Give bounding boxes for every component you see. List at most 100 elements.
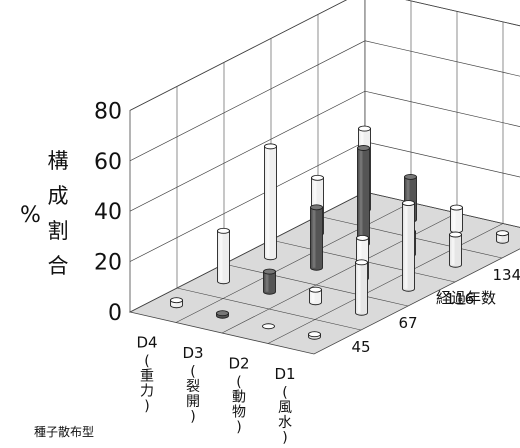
bar-top [496, 230, 509, 237]
bar-highlight [312, 207, 316, 268]
bar-highlight [219, 230, 223, 282]
bar-highlight [311, 289, 315, 303]
x-tick-note-char: ) [236, 419, 241, 435]
bar-highlight [451, 234, 455, 265]
bar-D1-45 [308, 331, 321, 340]
bar-D1-67 [355, 259, 368, 316]
category-labels: D4(重力)D3(裂開)D2(動物)D1(風水)4567116134対照 [136, 266, 520, 446]
depth-tick-label: 116 [446, 290, 475, 308]
y-axis-unit: % [20, 203, 41, 228]
bar-highlight [266, 146, 270, 258]
bar-top [357, 145, 370, 151]
x-tick-note-char: ( [190, 364, 195, 380]
x-tick-note-char: 開 [186, 394, 200, 410]
bar-highlight [406, 176, 410, 220]
floor-gridline [176, 287, 362, 331]
y-tick-label: 60 [94, 150, 122, 175]
bar-D3-67 [263, 268, 276, 295]
bar-top [309, 286, 322, 293]
bar-top [356, 234, 369, 241]
floor-gridline [267, 223, 504, 344]
floor-gridline [223, 263, 409, 307]
bar-body [450, 207, 463, 234]
bar-D2-45 [262, 323, 275, 330]
y-tick-label: 20 [94, 251, 122, 276]
x-tick-label: D3 [182, 344, 203, 362]
bar-D4-45 [170, 297, 183, 309]
bar-top [358, 125, 371, 132]
bar-D1-134 [449, 231, 462, 268]
bar-top [450, 204, 463, 211]
floor-gridline [221, 212, 458, 334]
y-tick-label: 80 [94, 99, 122, 124]
depth-tick-label: 45 [352, 338, 371, 356]
bar-body [264, 145, 277, 261]
bar-top [308, 331, 321, 338]
bar-body [310, 206, 323, 271]
bar-top [402, 200, 415, 207]
bar-D3-116 [310, 204, 323, 271]
x-tick-note-char: 物 [232, 404, 246, 420]
bar-D4-67 [217, 227, 230, 285]
bar-highlight [359, 147, 363, 244]
y-tick-label: 0 [108, 301, 122, 326]
depth-tick-label: 67 [399, 314, 418, 332]
x-tick-note-char: ) [190, 409, 195, 425]
depth-axis-title: 経過年数 [436, 289, 496, 307]
gridline [129, 40, 520, 162]
x-tick-note-char: 動 [232, 389, 246, 405]
bar-top [217, 227, 230, 234]
bar-top [404, 173, 417, 180]
bar-top [262, 323, 275, 330]
bar-D2-67 [309, 286, 322, 306]
bar-body [217, 230, 230, 285]
x-tick-note-char: 水 [278, 415, 292, 431]
x-tick-note-char: 重 [140, 368, 154, 384]
bar-D3-134 [357, 145, 370, 247]
x-tick-note-char: ) [144, 398, 149, 414]
x-tick-note-char: ) [282, 430, 287, 446]
bar-body [357, 147, 370, 247]
floor-gridline [175, 202, 412, 323]
x-tick-note-char: ( [144, 353, 149, 369]
depth-tick-label: 134 [493, 266, 520, 284]
bar-D4-116 [264, 143, 277, 261]
bar-body [402, 202, 415, 292]
bar-highlight [357, 262, 361, 313]
bar-top [263, 268, 276, 275]
x-tick-note-char: ( [282, 385, 287, 401]
x-tick-note-char: 力 [140, 383, 154, 399]
bar-top [310, 204, 323, 211]
bar-top [311, 174, 324, 181]
x-tick-label: D2 [228, 354, 249, 372]
bar-top [170, 297, 183, 304]
gridline [129, 0, 520, 111]
bar-top [355, 259, 368, 266]
y-axis-title-char: 成 [48, 184, 69, 208]
x-axis-title: 種子散布型 [34, 424, 94, 439]
bar-top [449, 231, 462, 238]
x-tick-label: D1 [274, 365, 295, 383]
y-axis-title-char: 合 [48, 254, 69, 278]
bar-highlight [404, 203, 408, 289]
bar-highlight [265, 271, 269, 292]
x-tick-note-char: 風 [278, 400, 292, 416]
bar-top [216, 310, 229, 317]
x-tick-label: D4 [136, 333, 157, 351]
gridline [129, 90, 520, 212]
bar-highlight [452, 207, 456, 231]
bar-body [449, 234, 462, 268]
x-tick-note-char: ( [236, 374, 241, 390]
x-tick-note-char: 裂 [186, 379, 200, 395]
bar-body [263, 271, 276, 295]
y-tick-label: 40 [94, 200, 122, 225]
bar-D1-対照 [496, 230, 509, 244]
bar-highlight [358, 237, 362, 279]
bars [170, 125, 509, 340]
y-axis: 0 20 40 60 80 [94, 99, 122, 326]
bar-highlight [498, 233, 502, 241]
bar-body [355, 261, 368, 316]
bar-D1-116 [402, 200, 415, 292]
